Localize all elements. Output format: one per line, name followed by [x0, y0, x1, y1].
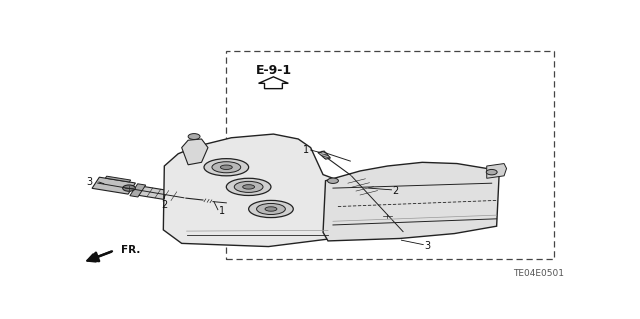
- Ellipse shape: [257, 204, 285, 214]
- Ellipse shape: [212, 162, 241, 173]
- Polygon shape: [323, 162, 499, 241]
- Circle shape: [381, 213, 394, 219]
- Ellipse shape: [249, 200, 293, 218]
- Text: E-9-1: E-9-1: [255, 64, 291, 77]
- Text: 2: 2: [161, 200, 168, 211]
- Circle shape: [486, 169, 497, 175]
- Text: 3: 3: [87, 177, 93, 187]
- Circle shape: [123, 185, 135, 191]
- Text: 1: 1: [303, 145, 309, 155]
- Polygon shape: [374, 221, 390, 234]
- Polygon shape: [318, 151, 330, 159]
- Polygon shape: [361, 194, 389, 204]
- Polygon shape: [137, 186, 185, 202]
- Ellipse shape: [220, 165, 232, 169]
- Ellipse shape: [204, 159, 248, 176]
- Ellipse shape: [234, 182, 263, 192]
- Text: 3: 3: [425, 241, 431, 251]
- Text: 1: 1: [219, 206, 225, 217]
- Polygon shape: [202, 199, 218, 204]
- Ellipse shape: [227, 178, 271, 196]
- Polygon shape: [130, 184, 146, 197]
- Polygon shape: [163, 134, 333, 247]
- Polygon shape: [344, 175, 383, 200]
- Text: FR.: FR.: [121, 245, 140, 255]
- Polygon shape: [106, 176, 131, 182]
- Text: 2: 2: [392, 186, 399, 196]
- Text: TE04E0501: TE04E0501: [513, 269, 564, 278]
- Polygon shape: [92, 177, 136, 194]
- Circle shape: [188, 134, 200, 139]
- Ellipse shape: [265, 207, 277, 211]
- Polygon shape: [182, 139, 208, 165]
- Polygon shape: [486, 164, 507, 178]
- Polygon shape: [374, 212, 415, 235]
- Ellipse shape: [243, 185, 255, 189]
- Circle shape: [328, 178, 339, 183]
